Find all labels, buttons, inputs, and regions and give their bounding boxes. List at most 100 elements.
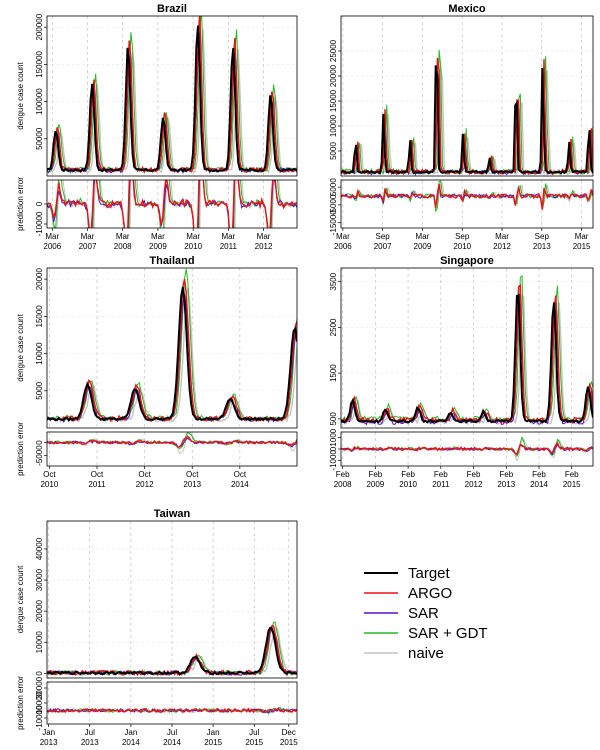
x-tick-label-month: Feb bbox=[434, 470, 448, 479]
x-tick-label-year: 2015 bbox=[573, 242, 591, 251]
y-tick-label: -10000 bbox=[35, 705, 44, 730]
legend-label-target: Target bbox=[408, 565, 451, 582]
y-tick-label: 3500 bbox=[329, 272, 338, 290]
y-tick-label: -1000 bbox=[329, 450, 338, 471]
x-tick-label-year: 2014 bbox=[122, 738, 140, 747]
x-tick-label-year: 2012 bbox=[136, 480, 154, 489]
error-line-argo bbox=[341, 183, 593, 210]
x-tick-label-year: 2015 bbox=[280, 738, 298, 747]
x-tick-label-month: Oct bbox=[91, 470, 104, 479]
x-tick-label-month: Feb bbox=[368, 470, 382, 479]
y-tick-label: 50000 bbox=[35, 127, 44, 150]
chart-title: Singapore bbox=[440, 255, 494, 267]
x-tick-label-month: Dec bbox=[282, 728, 296, 737]
x-tick-label-month: Mar bbox=[45, 232, 59, 241]
y-tick-label: -10000 bbox=[35, 211, 44, 236]
x-tick-label-month: Feb bbox=[565, 470, 579, 479]
y-axis-label: dengue case count bbox=[16, 61, 25, 129]
error-line-argo bbox=[47, 180, 297, 228]
series-line-naive bbox=[341, 66, 593, 176]
x-tick-label-month: Feb bbox=[499, 470, 513, 479]
legend-label-naive: naive bbox=[408, 645, 444, 662]
x-tick-label-year: 2007 bbox=[374, 242, 392, 251]
y-tick-label: 15000 bbox=[329, 89, 338, 112]
x-tick-label-year: 2011 bbox=[432, 480, 450, 489]
x-tick-label-month: Jan bbox=[207, 728, 220, 737]
y-tick-label: 5000 bbox=[329, 178, 338, 196]
y-axis-label-error: prediction error bbox=[16, 177, 25, 231]
y-tick-label: 10000 bbox=[329, 114, 338, 137]
series-line-sar-gdt bbox=[47, 16, 297, 173]
x-tick-label-month: Jul bbox=[167, 728, 177, 737]
y-tick-label: 500 bbox=[329, 412, 338, 426]
y-tick-label: 10000 bbox=[35, 691, 44, 714]
x-tick-label-year: 2006 bbox=[43, 242, 61, 251]
series-line-argo bbox=[47, 278, 297, 423]
x-tick-label-year: 2011 bbox=[88, 480, 106, 489]
legend-label-argo: ARGO bbox=[408, 585, 452, 602]
x-tick-label-year: 2015 bbox=[204, 738, 222, 747]
x-tick-label-month: Mar bbox=[336, 232, 350, 241]
series-line-target bbox=[47, 286, 297, 422]
y-tick-label: 30000 bbox=[35, 676, 44, 699]
plot-frame bbox=[46, 520, 298, 679]
legend-label-sar: SAR bbox=[408, 605, 439, 622]
y-axis-label-error: prediction error bbox=[16, 422, 25, 476]
y-axis-label: dengue case count bbox=[16, 313, 25, 381]
series-line-argo bbox=[341, 283, 593, 424]
series-line-target bbox=[47, 626, 297, 676]
x-tick-label-month: Mar bbox=[575, 232, 589, 241]
series-line-argo bbox=[47, 16, 297, 174]
y-tick-label: 0 bbox=[329, 446, 338, 451]
x-tick-label-year: 2014 bbox=[163, 738, 181, 747]
x-tick-label-year: 2014 bbox=[231, 480, 249, 489]
x-tick-label-month: Feb bbox=[467, 470, 481, 479]
x-tick-label-month: Oct bbox=[43, 470, 56, 479]
plot-frame bbox=[46, 15, 298, 177]
legend: Target ARGO SAR SAR + GDT naive bbox=[364, 565, 488, 662]
error-line-argo bbox=[47, 435, 297, 448]
x-tick-label-year: 2006 bbox=[334, 242, 352, 251]
error-line-argo bbox=[47, 707, 297, 714]
x-tick-label-month: Sep bbox=[376, 232, 391, 241]
series-line-naive bbox=[47, 28, 297, 175]
error-line-sar-gdt bbox=[47, 432, 297, 450]
series-line-target bbox=[341, 293, 593, 424]
y-tick-label: 20000 bbox=[35, 599, 44, 622]
error-line-argo bbox=[341, 441, 593, 456]
x-tick-label-year: 2014 bbox=[530, 480, 548, 489]
y-tick-label: 0 bbox=[35, 440, 44, 445]
series-line-target bbox=[341, 65, 593, 175]
x-tick-label-year: 2012 bbox=[493, 242, 511, 251]
y-tick-label: 25000 bbox=[329, 39, 338, 62]
chart-title: Mexico bbox=[448, 3, 486, 15]
x-tick-label-year: 2013 bbox=[81, 738, 99, 747]
x-tick-label-year: 2012 bbox=[255, 242, 273, 251]
panel-singapore: Singapore500150025003500-100001000Feb200… bbox=[329, 255, 594, 489]
y-tick-label: 40000 bbox=[35, 537, 44, 560]
x-tick-label-year: 2013 bbox=[497, 480, 515, 489]
x-tick-label-year: 2009 bbox=[414, 242, 432, 251]
x-tick-label-month: Mar bbox=[257, 232, 271, 241]
x-tick-label-year: 2007 bbox=[79, 242, 97, 251]
y-tick-label: 100000 bbox=[35, 88, 44, 115]
error-frame bbox=[340, 179, 594, 229]
x-tick-label-year: 2009 bbox=[366, 480, 384, 489]
y-tick-label: -5000 bbox=[329, 194, 338, 215]
y-tick-label: 1000 bbox=[329, 428, 338, 446]
x-tick-label-year: 2010 bbox=[453, 242, 471, 251]
series-line-naive bbox=[47, 626, 297, 677]
y-tick-label: 0 bbox=[35, 201, 44, 206]
x-tick-label-month: Feb bbox=[532, 470, 546, 479]
x-tick-label-month: Feb bbox=[401, 470, 415, 479]
y-tick-label: 5000 bbox=[329, 142, 338, 160]
chart-title: Brazil bbox=[157, 3, 187, 15]
x-tick-label-month: Oct bbox=[138, 470, 151, 479]
x-tick-label-month: Mar bbox=[416, 232, 430, 241]
y-axis-label: dengue case count bbox=[16, 565, 25, 633]
chart-title: Thailand bbox=[149, 255, 194, 267]
series-line-target bbox=[47, 25, 297, 173]
y-tick-label: 20000 bbox=[35, 267, 44, 290]
y-tick-label: 15000 bbox=[35, 305, 44, 328]
y-tick-label: 2500 bbox=[329, 318, 338, 336]
